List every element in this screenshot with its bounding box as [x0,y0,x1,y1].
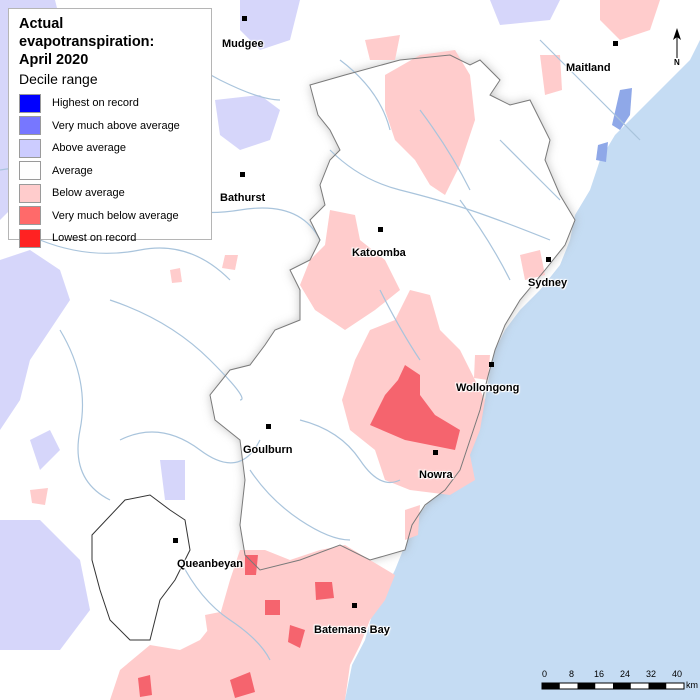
rivers [0,19,641,661]
legend-item-very-much-above: Very much above average [19,115,201,138]
very-much-above-average-region [596,142,608,162]
legend-label: Highest on record [52,97,139,110]
town-marker-katoomba [378,227,383,232]
catchment-area [210,55,575,570]
legend-swatch [19,161,41,181]
above-average-region [0,250,70,430]
town-marker-mudgee [242,16,247,21]
scale-tick-label: 24 [620,669,631,679]
town-marker-goulburn [266,424,271,429]
very-much-below-average-region [245,555,258,575]
town-label-nowra: Nowra [419,469,453,481]
town-label-queanbeyan: Queanbeyan [177,558,244,570]
above-average-region [490,0,560,25]
below-average-region [30,488,48,505]
legend-label: Average [52,164,93,177]
scale-tick-label: 32 [646,669,657,679]
legend-label: Very much below average [52,209,179,222]
below-average-region [170,268,182,283]
town-label-mudgee: Mudgee [222,38,264,50]
town-marker-sydney [546,257,551,262]
north-arrow-icon [673,28,681,58]
ocean [345,40,700,700]
below-average-region [600,0,660,40]
very-much-below-average-region [138,675,152,697]
legend-swatch [19,206,41,226]
town-label-goulburn: Goulburn [243,444,293,456]
legend-item-very-much-below: Very much below average [19,205,201,228]
below-average-region [540,55,562,95]
legend-swatch [19,138,41,158]
legend-swatch [19,228,41,248]
town-marker-queanbeyan [173,538,178,543]
below-average-region [365,35,400,60]
town-marker-maitland [613,41,618,46]
very-much-below-average-region [230,672,255,698]
legend-swatch [19,183,41,203]
town-label-maitland: Maitland [566,62,611,74]
very-much-below-average-region [315,582,334,600]
very-much-below-average-region [288,625,305,648]
very-much-below-average-region [370,365,460,450]
scale-tick-label: 40 [672,669,683,679]
legend-item-lowest: Lowest on record [19,227,201,250]
legend-swatch [19,93,41,113]
legend-item-below: Below average [19,182,201,205]
legend-label: Very much above average [52,119,180,132]
above-average-region [160,460,185,500]
town-label-wollongong: Wollongong [456,382,520,394]
legend-item-average: Average [19,160,201,183]
town-label-bathurst: Bathurst [220,192,266,204]
legend-label: Lowest on record [52,232,137,245]
town-label-batemans-bay: Batemans Bay [314,624,390,636]
legend-label: Above average [52,142,126,155]
town-marker-wollongong [489,362,494,367]
below-average-region [474,355,490,380]
below-average-region [205,612,225,650]
scale-tick-label: 8 [569,669,575,679]
town-marker-bathurst [240,172,245,177]
legend-swatch [19,116,41,136]
legend-item-highest: Highest on record [19,92,201,115]
legend: Actual evapotranspiration: April 2020 De… [8,8,212,248]
above-average-region [215,95,280,150]
town-marker-batemans-bay [352,603,357,608]
below-average-region [405,505,420,540]
below-average-region [300,210,400,330]
town-label-sydney: Sydney [528,277,568,289]
town-label-katoomba: Katoomba [352,247,406,259]
scale-tick-label: 0 [542,669,548,679]
catchment-outline [209,54,576,571]
legend-title-line1: Actual evapotranspiration: [19,16,155,50]
legend-label: Below average [52,187,125,200]
legend-subtitle: Decile range [19,71,98,87]
very-much-below-average-region [265,600,280,615]
above-average-region [0,520,90,650]
act-border [91,494,191,641]
legend-title-line2: April 2020 [19,52,89,68]
legend-item-above: Above average [19,137,201,160]
north-label: N [674,58,680,67]
scale-bar [541,682,685,690]
scale-tick-label: 16 [594,669,605,679]
below-average-region [222,255,238,270]
scale-unit: km [686,680,698,690]
town-marker-nowra [433,450,438,455]
below-average-region [520,250,545,280]
above-average-region [30,430,60,470]
very-much-above-average-region [612,88,632,130]
above-average-region [240,0,300,50]
